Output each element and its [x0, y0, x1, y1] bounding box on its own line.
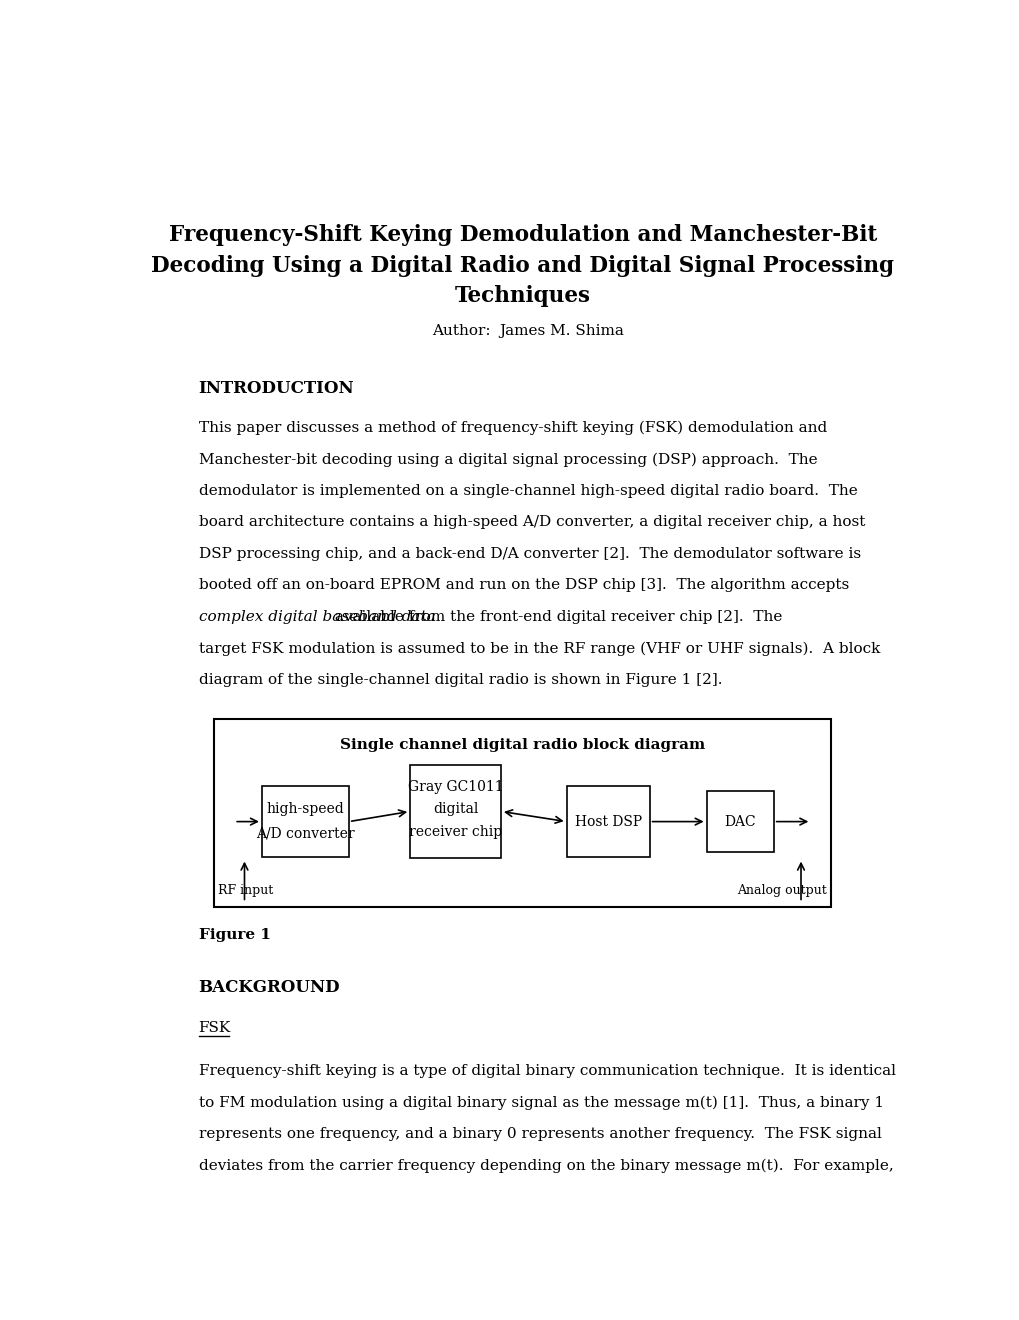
Text: booted off an on-board EPROM and run on the DSP chip [3].  The algorithm accepts: booted off an on-board EPROM and run on … [199, 578, 848, 593]
Text: to FM modulation using a digital binary signal as the message m(t) [1].  Thus, a: to FM modulation using a digital binary … [199, 1096, 882, 1110]
Bar [214, 719, 830, 907]
Text: INTRODUCTION: INTRODUCTION [199, 380, 354, 397]
Text: receiver chip: receiver chip [409, 825, 501, 838]
Text: This paper discusses a method of frequency-shift keying (FSK) demodulation and: This paper discusses a method of frequen… [199, 421, 826, 436]
Text: digital: digital [432, 803, 478, 816]
Text: BACKGROUND: BACKGROUND [199, 978, 340, 995]
Text: diagram of the single-channel digital radio is shown in Figure 1 [2].: diagram of the single-channel digital ra… [199, 673, 721, 686]
Text: target FSK modulation is assumed to be in the RF range (VHF or UHF signals).  A : target FSK modulation is assumed to be i… [199, 642, 879, 656]
Text: James M. Shima: James M. Shima [498, 325, 624, 338]
Text: Frequency-Shift Keying Demodulation and Manchester-Bit: Frequency-Shift Keying Demodulation and … [168, 224, 876, 247]
Text: RF input: RF input [218, 884, 273, 898]
Text: Techniques: Techniques [454, 285, 590, 308]
Text: Frequency-shift keying is a type of digital binary communication technique.  It : Frequency-shift keying is a type of digi… [199, 1064, 895, 1078]
Text: demodulator is implemented on a single-channel high-speed digital radio board.  : demodulator is implemented on a single-c… [199, 483, 857, 498]
Text: complex digital baseband data: complex digital baseband data [199, 610, 435, 623]
Text: Analog output: Analog output [737, 884, 826, 898]
Text: Host DSP: Host DSP [574, 814, 641, 829]
Text: Gray GC1011: Gray GC1011 [408, 780, 503, 795]
Bar [262, 785, 348, 857]
Text: A/D converter: A/D converter [256, 826, 355, 841]
Text: DAC: DAC [723, 814, 755, 829]
Text: Single channel digital radio block diagram: Single channel digital radio block diagr… [339, 738, 705, 752]
Text: Manchester-bit decoding using a digital signal processing (DSP) approach.  The: Manchester-bit decoding using a digital … [199, 453, 816, 466]
Text: Author:: Author: [432, 325, 491, 338]
Text: DSP processing chip, and a back-end D/A converter [2].  The demodulator software: DSP processing chip, and a back-end D/A … [199, 546, 860, 561]
Bar [410, 764, 500, 858]
Text: FSK: FSK [199, 1022, 230, 1035]
Bar [706, 791, 773, 853]
Text: represents one frequency, and a binary 0 represents another frequency.  The FSK : represents one frequency, and a binary 0… [199, 1127, 880, 1140]
Text: Decoding Using a Digital Radio and Digital Signal Processing: Decoding Using a Digital Radio and Digit… [151, 255, 894, 277]
Text: board architecture contains a high-speed A/D converter, a digital receiver chip,: board architecture contains a high-speed… [199, 515, 864, 529]
Text: deviates from the carrier frequency depending on the binary message m(t).  For e: deviates from the carrier frequency depe… [199, 1159, 893, 1173]
Text: available from the front-end digital receiver chip [2].  The: available from the front-end digital rec… [330, 610, 782, 623]
Bar [567, 785, 649, 857]
Text: Figure 1: Figure 1 [199, 928, 270, 941]
Text: high-speed: high-speed [266, 803, 343, 816]
